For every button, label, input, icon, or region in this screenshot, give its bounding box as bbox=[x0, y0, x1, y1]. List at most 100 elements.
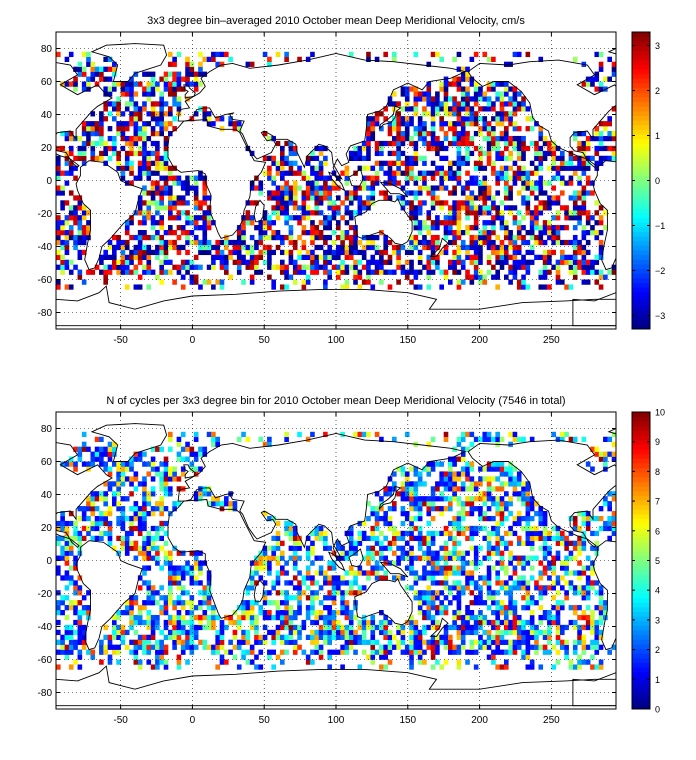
bin-cell bbox=[572, 515, 578, 522]
bin-cell bbox=[129, 515, 134, 522]
bin-cell bbox=[120, 629, 126, 636]
bin-cell bbox=[534, 649, 539, 655]
bin-cell bbox=[133, 506, 139, 512]
bin-cell bbox=[142, 145, 147, 152]
bin-cell bbox=[146, 545, 152, 551]
bin-cell bbox=[176, 619, 182, 626]
bin-cell bbox=[180, 605, 186, 611]
bin-cell bbox=[366, 624, 371, 631]
bin-cell bbox=[607, 76, 612, 82]
bin-cell bbox=[435, 264, 440, 270]
bin-cell bbox=[202, 610, 208, 616]
bin-cell bbox=[155, 249, 160, 256]
bin-cell bbox=[379, 575, 384, 581]
bin-cell bbox=[572, 210, 578, 216]
bin-cell bbox=[564, 580, 569, 586]
bin-cell bbox=[435, 550, 440, 556]
bin-cell bbox=[435, 254, 440, 260]
bin-cell bbox=[417, 220, 423, 226]
bin-cell bbox=[361, 205, 367, 211]
bin-cell bbox=[124, 160, 130, 166]
bin-cell bbox=[512, 106, 518, 112]
bin-cell bbox=[77, 215, 83, 221]
bin-cell bbox=[469, 56, 475, 62]
bin-cell bbox=[146, 565, 152, 571]
bin-cell bbox=[310, 170, 315, 176]
bin-cell bbox=[142, 249, 147, 256]
bin-cell bbox=[137, 111, 143, 117]
bin-cell bbox=[60, 644, 65, 650]
x-tick-label: 150 bbox=[399, 335, 416, 346]
bin-cell bbox=[176, 225, 182, 231]
bin-cell bbox=[607, 155, 612, 161]
bin-cell bbox=[124, 605, 130, 611]
bin-cell bbox=[456, 649, 462, 655]
bin-cell bbox=[534, 525, 539, 532]
bin-cell bbox=[396, 116, 401, 122]
bin-cell bbox=[56, 520, 61, 527]
bin-cell bbox=[396, 165, 401, 171]
bin-cell bbox=[448, 220, 453, 226]
bin-cell bbox=[370, 269, 376, 275]
bin-cell bbox=[439, 249, 444, 256]
bin-cell bbox=[189, 220, 195, 226]
bin-cell bbox=[211, 264, 216, 270]
bin-cell bbox=[323, 580, 328, 586]
bin-cell bbox=[482, 230, 488, 236]
bin-cell bbox=[478, 269, 483, 275]
bin-cell bbox=[81, 624, 87, 631]
bin-cell bbox=[430, 170, 436, 176]
bin-cell bbox=[465, 525, 470, 532]
bin-cell bbox=[280, 150, 285, 157]
bin-cell bbox=[374, 511, 380, 517]
bin-cell bbox=[572, 249, 578, 256]
bin-cell bbox=[318, 165, 324, 171]
bin-cell bbox=[460, 624, 466, 631]
bin-cell bbox=[137, 511, 143, 517]
colorbar-swatch bbox=[632, 194, 650, 200]
bin-cell bbox=[379, 624, 384, 631]
bin-cell bbox=[404, 476, 410, 482]
bin-cell bbox=[129, 600, 134, 606]
bin-cell bbox=[94, 535, 100, 541]
bin-cell bbox=[159, 610, 164, 616]
colorbar-swatch bbox=[632, 287, 650, 293]
bin-cell bbox=[374, 170, 380, 176]
bin-cell bbox=[168, 170, 173, 176]
bin-cell bbox=[318, 629, 324, 636]
bin-cell bbox=[551, 560, 556, 566]
bin-cell bbox=[284, 140, 289, 147]
bin-cell bbox=[396, 131, 401, 137]
colorbar-swatch bbox=[632, 264, 650, 270]
bin-cell bbox=[86, 649, 91, 655]
bin-cell bbox=[572, 610, 578, 616]
bin-cell bbox=[206, 56, 212, 62]
bin-cell bbox=[525, 595, 531, 601]
bin-cell bbox=[99, 116, 104, 122]
bin-cell bbox=[508, 234, 513, 241]
bin-cell bbox=[258, 269, 264, 275]
bin-cell bbox=[499, 155, 505, 161]
bin-cell bbox=[280, 234, 285, 241]
bin-cell bbox=[176, 659, 182, 665]
bin-cell bbox=[404, 269, 410, 275]
bin-cell bbox=[129, 530, 134, 537]
bin-cell bbox=[361, 279, 367, 285]
bin-cell bbox=[538, 165, 544, 171]
bin-cell bbox=[94, 71, 100, 77]
bin-cell bbox=[245, 605, 251, 611]
bin-cell bbox=[521, 515, 526, 522]
bin-cell bbox=[77, 66, 83, 72]
bin-cell bbox=[413, 210, 419, 216]
bin-cell bbox=[327, 590, 332, 596]
bin-cell bbox=[529, 664, 535, 670]
bin-cell bbox=[314, 614, 320, 621]
bin-cell bbox=[198, 639, 203, 645]
bin-cell bbox=[185, 590, 190, 596]
bin-cell bbox=[473, 165, 479, 171]
bin-cell bbox=[150, 140, 156, 147]
bin-cell bbox=[387, 639, 393, 645]
bin-cell bbox=[387, 175, 393, 181]
bin-cell bbox=[280, 210, 285, 216]
bin-cell bbox=[413, 225, 419, 231]
